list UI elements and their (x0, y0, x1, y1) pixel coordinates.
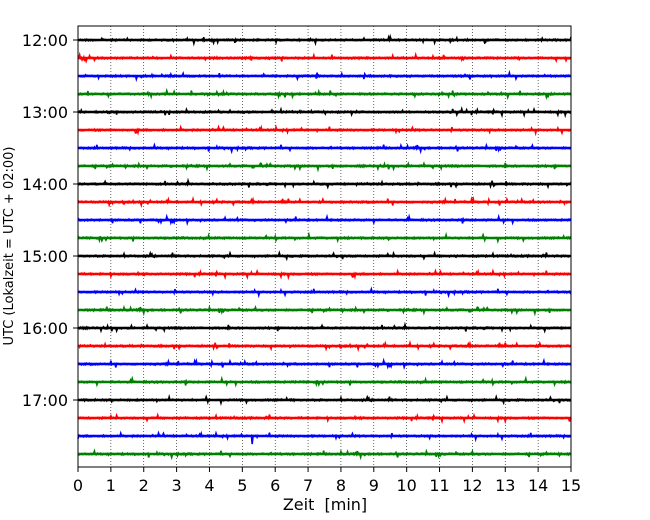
y-tick-label: 14:00 (22, 175, 68, 194)
y-axis-ticks: 12:00 13:00 14:00 15:00 16:00 17:00 (22, 31, 78, 410)
x-tick-label: 6 (270, 476, 280, 495)
y-tick-label: 12:00 (22, 31, 68, 50)
plot-frame (77, 25, 572, 468)
x-tick-label: 10 (396, 476, 416, 495)
y-tick-label: 13:00 (22, 103, 68, 122)
x-tick-label: 15 (561, 476, 581, 495)
y-tick-label: 16:00 (22, 319, 68, 338)
x-tick-label: 1 (106, 476, 116, 495)
x-tick-label: 2 (139, 476, 149, 495)
x-tick-label: 3 (172, 476, 182, 495)
y-tick-label: 15:00 (22, 247, 68, 266)
x-tick-label: 5 (237, 476, 247, 495)
x-axis-label: Zeit [min] (283, 495, 367, 514)
x-tick-label: 11 (429, 476, 449, 495)
x-tick-label: 12 (462, 476, 482, 495)
x-tick-label: 7 (303, 476, 313, 495)
seismic-traces (77, 33, 572, 461)
x-tick-label: 9 (369, 476, 379, 495)
x-axis-ticks: 0 1 2 3 4 5 6 7 8 9 10 11 12 13 14 15 (73, 467, 581, 495)
x-tick-label: 4 (204, 476, 214, 495)
y-axis-label: UTC (Lokalzeit = UTC + 02:00) (2, 147, 17, 346)
x-tick-label: 14 (528, 476, 548, 495)
x-tick-label: 13 (495, 476, 515, 495)
x-tick-label: 0 (73, 476, 83, 495)
y-tick-label: 17:00 (22, 391, 68, 410)
x-tick-label: 8 (336, 476, 346, 495)
